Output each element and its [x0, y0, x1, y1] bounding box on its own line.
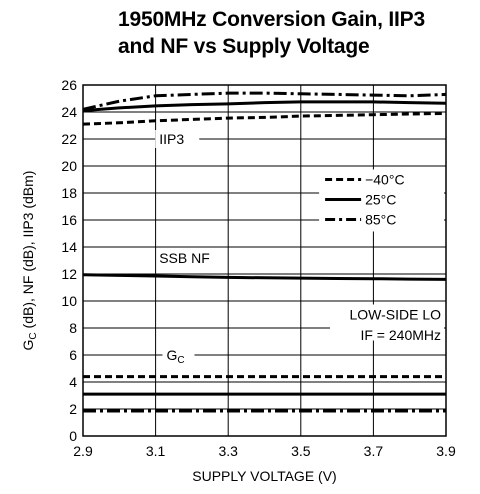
chart-title: 1950MHz Conversion Gain, IIP3 and NF vs …: [118, 6, 458, 60]
gc-label: GC: [166, 347, 184, 366]
y-tick-label: 4: [69, 374, 77, 390]
x-tick-label: 3.3: [218, 443, 238, 459]
x-tick-label: 3.9: [436, 443, 456, 459]
legend-label: −40°C: [365, 172, 404, 188]
lo-note-line-2: IF = 240MHz: [360, 327, 441, 343]
lo-note-line-1: LOW-SIDE LO: [349, 307, 441, 323]
y-tick-label: 0: [69, 428, 77, 444]
y-tick-label: 6: [69, 347, 77, 363]
legend: −40°C 25°C 85°C: [319, 169, 444, 232]
series-line-ssb-nf-solid: [82, 273, 447, 281]
chart-title-line-1: 1950MHz Conversion Gain, IIP3: [118, 8, 425, 31]
iip3-label-background: [155, 130, 200, 148]
y-tick-label: 20: [61, 158, 77, 174]
chart-title-line-2: and NF vs Supply Voltage: [118, 35, 370, 58]
series-line-iip3-dashed: [82, 111, 447, 126]
legend-label: 25°C: [365, 192, 396, 208]
y-tick-label: 8: [69, 320, 77, 336]
grid: [82, 84, 447, 437]
ssb-nf-label: SSB NF: [159, 250, 210, 266]
y-tick-label: 16: [61, 212, 77, 228]
y-tick-label: 18: [61, 185, 77, 201]
x-tick-label: 3.1: [146, 443, 166, 459]
y-axis-label: GC (dB), NF (dB), IIP3 (dBm): [20, 171, 39, 351]
x-axis-label: SUPPLY VOLTAGE (V): [192, 468, 336, 484]
legend-label: 85°C: [365, 212, 396, 228]
y-tick-label: 10: [61, 293, 77, 309]
x-tick-label: 3.7: [364, 443, 384, 459]
plot-frame: [82, 84, 447, 437]
y-tick-label: 22: [61, 131, 77, 147]
y-tick-label: 2: [69, 401, 77, 417]
x-tick-label: 3.5: [291, 443, 311, 459]
x-tick-label: 2.9: [73, 443, 93, 459]
series-lines: [82, 91, 447, 413]
gc-label-background: [162, 346, 195, 364]
lo-note-background: [330, 304, 444, 341]
iip3-label: IIP3: [159, 131, 184, 147]
y-tick-label: 12: [61, 266, 77, 282]
y-tick-label: 26: [61, 77, 77, 93]
y-tick-label: 14: [61, 239, 77, 255]
series-line-iip3-solid: [82, 100, 447, 113]
y-tick-label: 24: [61, 104, 77, 120]
